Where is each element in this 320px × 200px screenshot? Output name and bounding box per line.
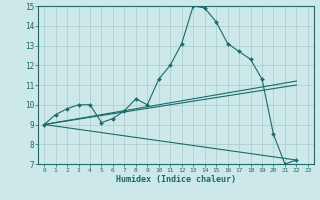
X-axis label: Humidex (Indice chaleur): Humidex (Indice chaleur) — [116, 175, 236, 184]
